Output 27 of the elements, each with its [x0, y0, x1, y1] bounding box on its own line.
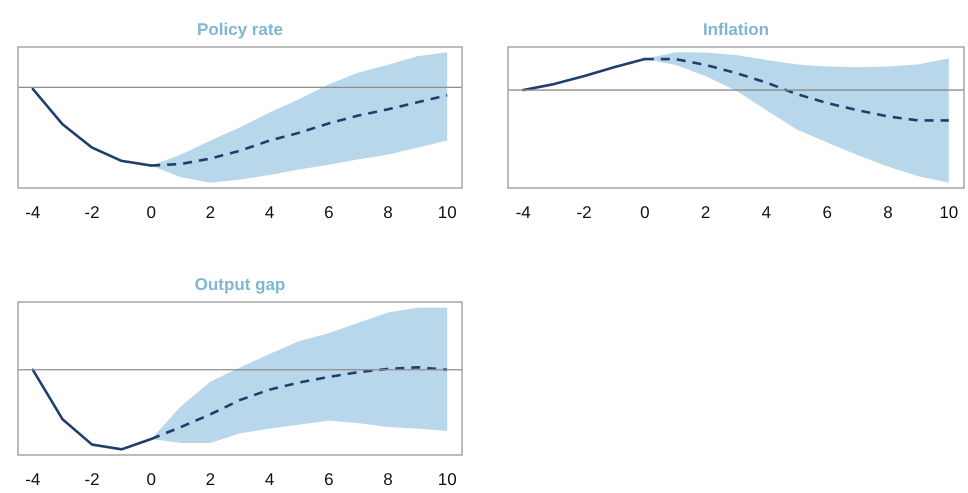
x-tick-label: 6: [324, 203, 334, 222]
x-tick-label: 8: [383, 470, 393, 489]
x-tick-label: 4: [264, 203, 274, 222]
x-tick-label: 6: [822, 203, 832, 222]
x-tick-label: -4: [25, 470, 40, 489]
x-tick-label: 0: [146, 203, 156, 222]
x-tick-label: 6: [324, 470, 334, 489]
x-tick-label: -2: [84, 470, 100, 489]
chart-title: Output gap: [194, 275, 286, 294]
x-tick-label: 4: [264, 470, 274, 489]
x-tick-label: -2: [84, 203, 100, 222]
x-tick-label: 10: [939, 203, 958, 222]
x-tick-label: 8: [383, 203, 393, 222]
x-tick-label: 0: [146, 470, 156, 489]
x-tick-label: 10: [438, 470, 457, 489]
x-tick-label: 2: [700, 203, 710, 222]
x-tick-label: -4: [516, 203, 531, 222]
chart-title: Policy rate: [197, 20, 283, 39]
chart-title: Inflation: [702, 20, 770, 39]
x-tick-label: -2: [576, 203, 592, 222]
x-tick-label: 10: [438, 203, 457, 222]
x-tick-label: 2: [206, 470, 216, 489]
x-tick-label: 2: [206, 203, 216, 222]
x-tick-label: 4: [762, 203, 772, 222]
x-tick-label: 8: [883, 203, 893, 222]
x-tick-label: 0: [640, 203, 650, 222]
x-tick-label: -4: [25, 203, 40, 222]
